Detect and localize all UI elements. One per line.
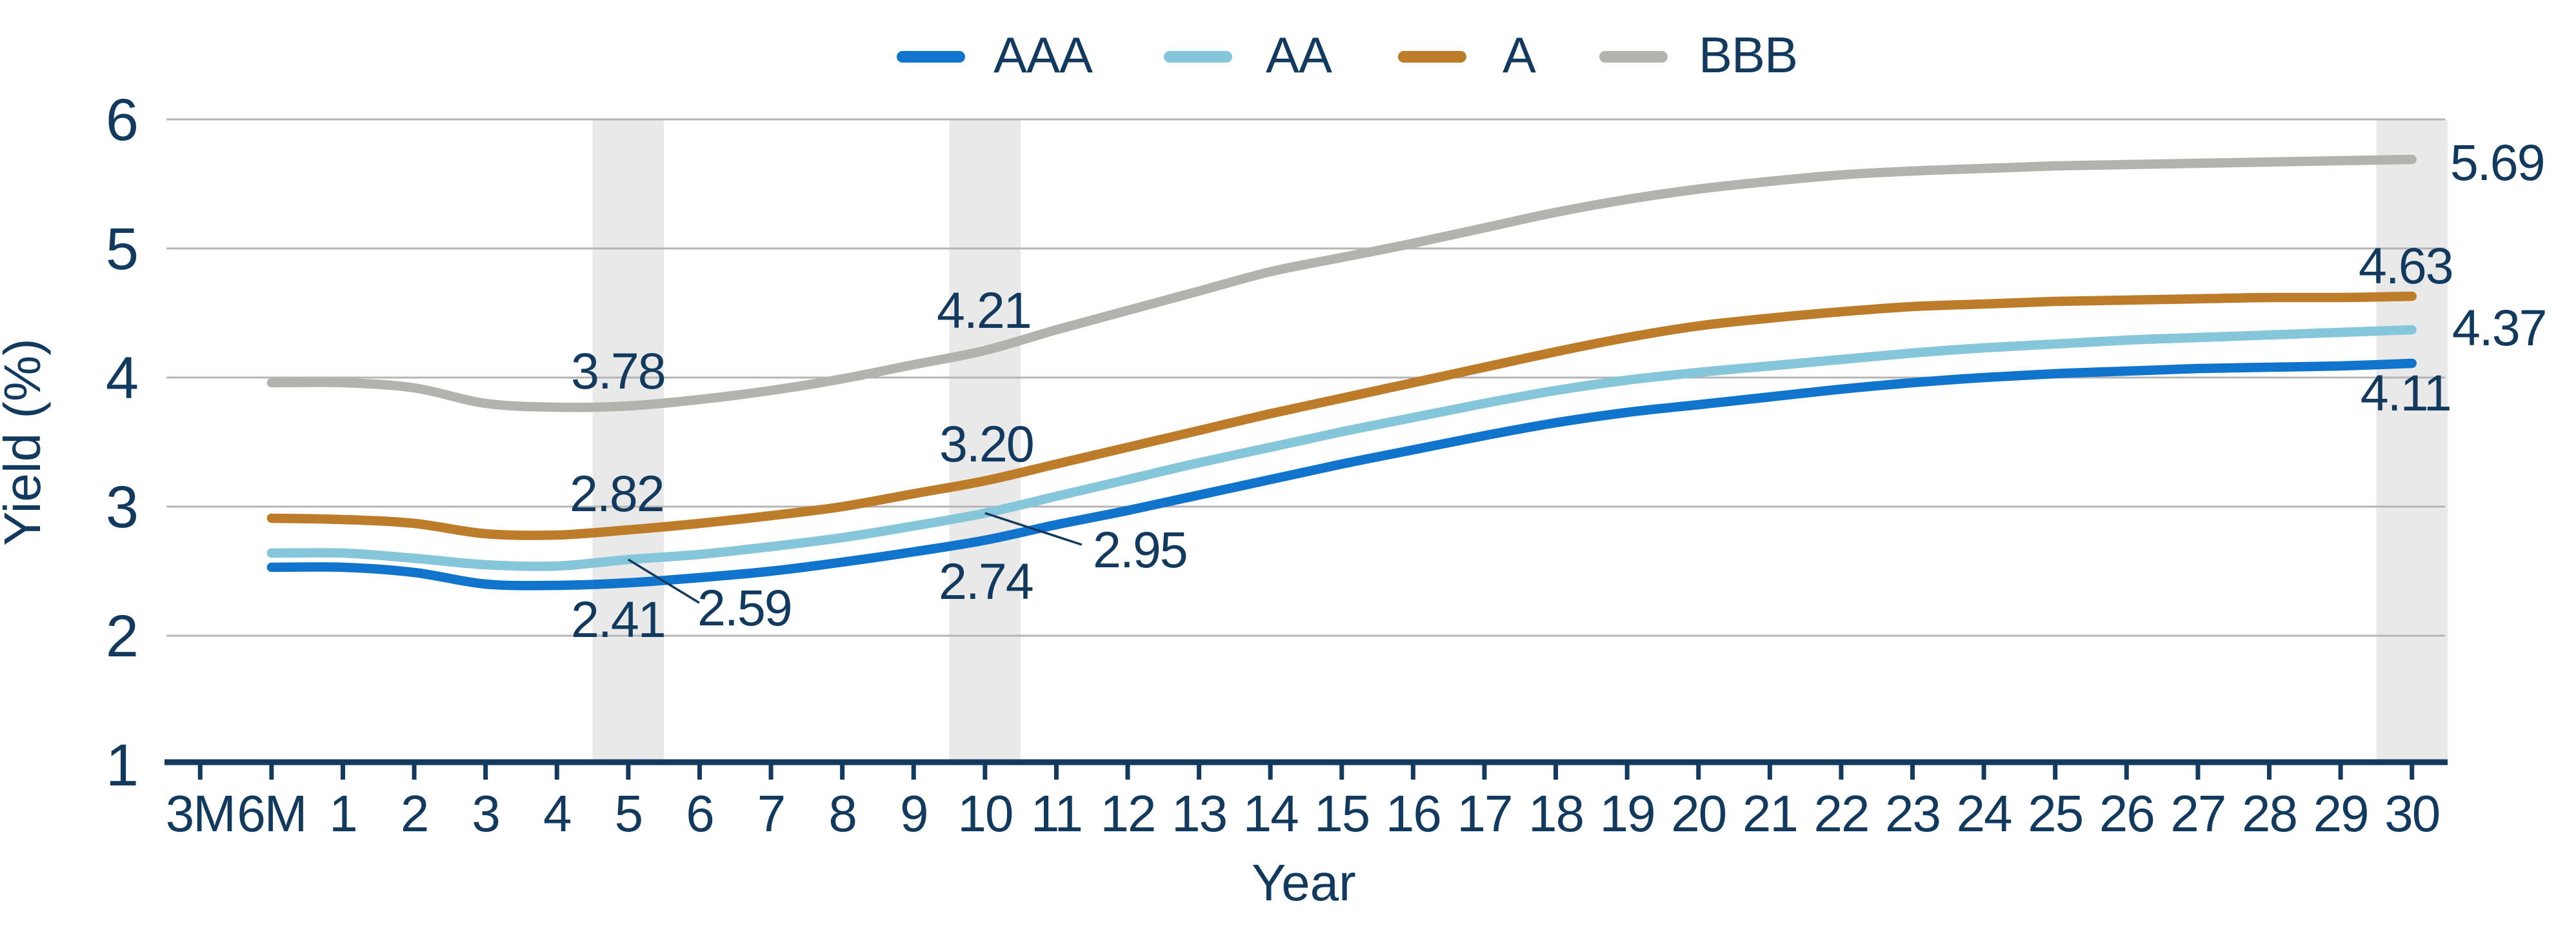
annotation-value-2.59: 2.59: [697, 579, 792, 636]
annotation-value-5.69: 5.69: [2450, 134, 2544, 191]
highlight-bands: [592, 119, 2448, 760]
x-tick-label-28: 28: [2242, 785, 2297, 842]
x-tick-label-21: 21: [1742, 785, 1797, 842]
x-tick-label-15: 15: [1314, 785, 1369, 842]
y-tick-label-5: 5: [106, 216, 137, 282]
y-tick-label-2: 2: [106, 603, 137, 669]
x-tick-label-27: 27: [2170, 785, 2225, 842]
gridlines: [166, 118, 2445, 637]
annotation-value-2.95: 2.95: [1093, 521, 1187, 578]
x-tick-label-3: 3: [472, 785, 499, 842]
x-tick-label-3M: 3M: [166, 785, 235, 842]
x-axis: 3M 6M 1 2 3 4 5 6 7 8 9 10 11 12 13 14 15 16 17 18 19 20 21 22 2…: [165, 759, 2448, 842]
legend-label-A: A: [1503, 26, 1536, 83]
legend-label-AAA: AAA: [993, 26, 1093, 83]
x-tick-label-17: 17: [1457, 785, 1512, 842]
annotation-value-2.82: 2.82: [570, 465, 664, 522]
x-tick-label-12: 12: [1101, 785, 1155, 842]
x-tick-label-30: 30: [2384, 785, 2439, 842]
x-tick-label-11: 11: [1031, 785, 1082, 842]
x-tick-label-13: 13: [1172, 785, 1226, 842]
annotation-connector-2.59: [627, 558, 700, 604]
y-tick-label-1: 1: [106, 733, 137, 798]
y-axis: 6 5 4 3 2 1: [106, 87, 139, 798]
x-tick-label-6: 6: [686, 785, 714, 842]
y-tick-label-6: 6: [106, 87, 137, 153]
annotation-value-2.74: 2.74: [939, 552, 1033, 610]
x-tick-label-7: 7: [757, 785, 785, 842]
x-tick-label-24: 24: [1957, 785, 2012, 842]
x-tick-label-14: 14: [1243, 785, 1298, 842]
annotation-value-4.11: 4.11: [2361, 364, 2451, 421]
annotation-value-2.41: 2.41: [571, 591, 665, 648]
x-tick-label-4: 4: [543, 785, 571, 842]
legend: AAA AA A BBB: [897, 26, 1798, 83]
annotation-value-4.37: 4.37: [2452, 299, 2546, 356]
series-line-AAA: [266, 358, 2417, 591]
x-tick-label-2: 2: [401, 785, 428, 842]
x-tick-label-26: 26: [2099, 785, 2154, 842]
y-tick-label-3: 3: [106, 474, 137, 540]
annotation-value-3.78: 3.78: [571, 342, 665, 399]
x-tick-label-1: 1: [329, 785, 357, 842]
x-tick-label-20: 20: [1671, 785, 1726, 842]
annotation-value-4.21: 4.21: [937, 281, 1031, 339]
series-line-BBB: [266, 154, 2417, 412]
highlight-band-30: [2376, 119, 2448, 760]
highlight-band-5: [592, 119, 664, 760]
legend-label-AA: AA: [1266, 26, 1332, 83]
x-tick-label-10: 10: [957, 785, 1012, 842]
annotation-value-3.20: 3.20: [939, 415, 1033, 472]
x-tick-label-29: 29: [2313, 785, 2368, 842]
x-tick-label-9: 9: [900, 785, 928, 842]
x-tick-label-25: 25: [2028, 785, 2082, 842]
x-tick-label-22: 22: [1813, 785, 1868, 842]
x-axis-title: Year: [1252, 854, 1356, 911]
annotation-connector-2.95: [984, 512, 1083, 546]
x-tick-label-23: 23: [1885, 785, 1940, 842]
legend-label-BBB: BBB: [1699, 26, 1797, 83]
x-tick-label-16: 16: [1386, 785, 1441, 842]
x-tick-label-5: 5: [615, 785, 643, 842]
y-axis-title: Yield (%): [0, 338, 51, 546]
x-tick-label-19: 19: [1600, 785, 1655, 842]
highlight-band-10: [949, 119, 1021, 760]
x-tick-label-6M: 6M: [237, 785, 306, 842]
annotation-value-4.63: 4.63: [2359, 237, 2453, 294]
y-tick-label-4: 4: [106, 345, 137, 411]
x-tick-label-18: 18: [1528, 785, 1583, 842]
series-line-A: [266, 291, 2417, 540]
annotations: 3.78 2.82 2.41 2.59 4.21 3.20 2.74 2.95 5.69 4.63…: [570, 134, 2548, 648]
x-tick-label-8: 8: [828, 785, 856, 842]
